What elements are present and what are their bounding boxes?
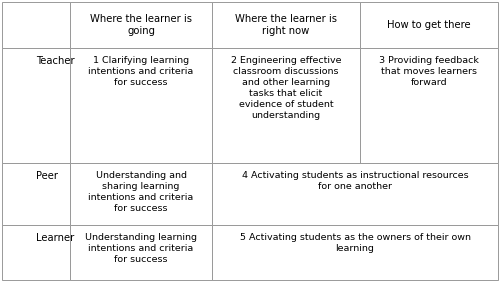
Bar — [2, 48, 70, 163]
Text: Understanding learning
intentions and criteria
for success: Understanding learning intentions and cr… — [85, 233, 197, 264]
Bar — [212, 48, 360, 163]
Text: 1 Clarifying learning
intentions and criteria
for success: 1 Clarifying learning intentions and cri… — [88, 56, 194, 87]
Bar — [212, 225, 498, 280]
Bar — [70, 48, 212, 163]
Bar — [212, 163, 498, 225]
Text: Where the learner is
going: Where the learner is going — [90, 14, 192, 36]
Text: 5 Activating students as the owners of their own
learning: 5 Activating students as the owners of t… — [240, 233, 470, 253]
Text: 4 Activating students as instructional resources
for one another: 4 Activating students as instructional r… — [242, 171, 468, 191]
Bar — [2, 163, 70, 225]
Text: Learner: Learner — [36, 233, 74, 243]
Bar — [2, 2, 70, 48]
Text: Understanding and
sharing learning
intentions and criteria
for success: Understanding and sharing learning inten… — [88, 171, 194, 213]
Bar — [360, 48, 498, 163]
Text: Where the learner is
right now: Where the learner is right now — [235, 14, 337, 36]
Text: How to get there: How to get there — [387, 20, 471, 30]
Bar — [212, 2, 360, 48]
Bar — [70, 163, 212, 225]
Bar — [70, 2, 212, 48]
Text: 3 Providing feedback
that moves learners
forward: 3 Providing feedback that moves learners… — [379, 56, 479, 87]
Bar — [360, 2, 498, 48]
Bar — [70, 225, 212, 280]
Text: Teacher: Teacher — [36, 56, 74, 66]
Text: 2 Engineering effective
classroom discussions
and other learning
tasks that elic: 2 Engineering effective classroom discus… — [231, 56, 341, 120]
Bar — [2, 225, 70, 280]
Text: Peer: Peer — [36, 171, 58, 181]
